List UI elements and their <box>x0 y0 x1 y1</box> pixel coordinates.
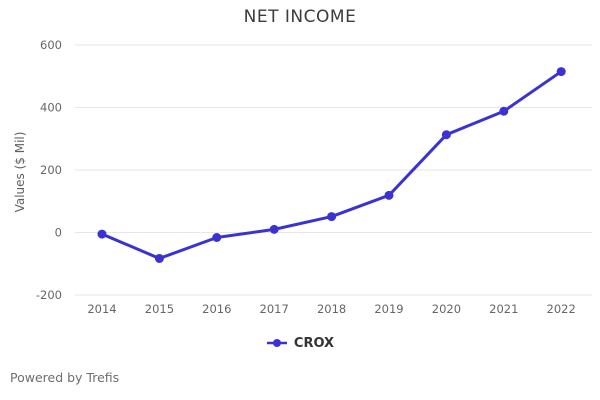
legend-item-crox[interactable]: CROX <box>266 336 334 351</box>
x-tick-label: 2014 <box>87 302 116 316</box>
x-tick-label: 2017 <box>260 302 289 316</box>
data-point[interactable] <box>154 253 164 263</box>
y-tick-label: 600 <box>40 38 62 52</box>
legend-line-marker-icon <box>266 339 287 347</box>
x-tick-label: 2016 <box>202 302 231 316</box>
powered-by-text: Powered by Trefis <box>10 370 120 385</box>
y-tick-label: 200 <box>40 163 62 177</box>
legend-series-label: CROX <box>293 335 335 351</box>
data-point[interactable] <box>97 229 107 239</box>
x-tick-label: 2015 <box>145 302 174 316</box>
legend: CROX <box>0 334 600 352</box>
data-point[interactable] <box>327 212 337 222</box>
x-tick-label: 2022 <box>547 302 576 316</box>
x-tick-label: 2019 <box>374 302 403 316</box>
data-point[interactable] <box>269 224 279 234</box>
y-tick-label: -200 <box>36 288 62 302</box>
data-point[interactable] <box>212 233 222 242</box>
chart-title: NET INCOME <box>243 7 357 27</box>
data-point[interactable] <box>556 67 566 77</box>
series-line-crox <box>100 70 563 260</box>
y-tick-label: 0 <box>55 226 62 240</box>
x-tick-label: 2018 <box>317 302 346 316</box>
data-point[interactable] <box>499 106 509 116</box>
data-point[interactable] <box>384 190 394 200</box>
y-tick-label: 400 <box>40 101 62 115</box>
x-tick-label: 2021 <box>489 302 518 316</box>
x-tick-label: 2020 <box>432 302 461 316</box>
data-point[interactable] <box>441 130 451 140</box>
